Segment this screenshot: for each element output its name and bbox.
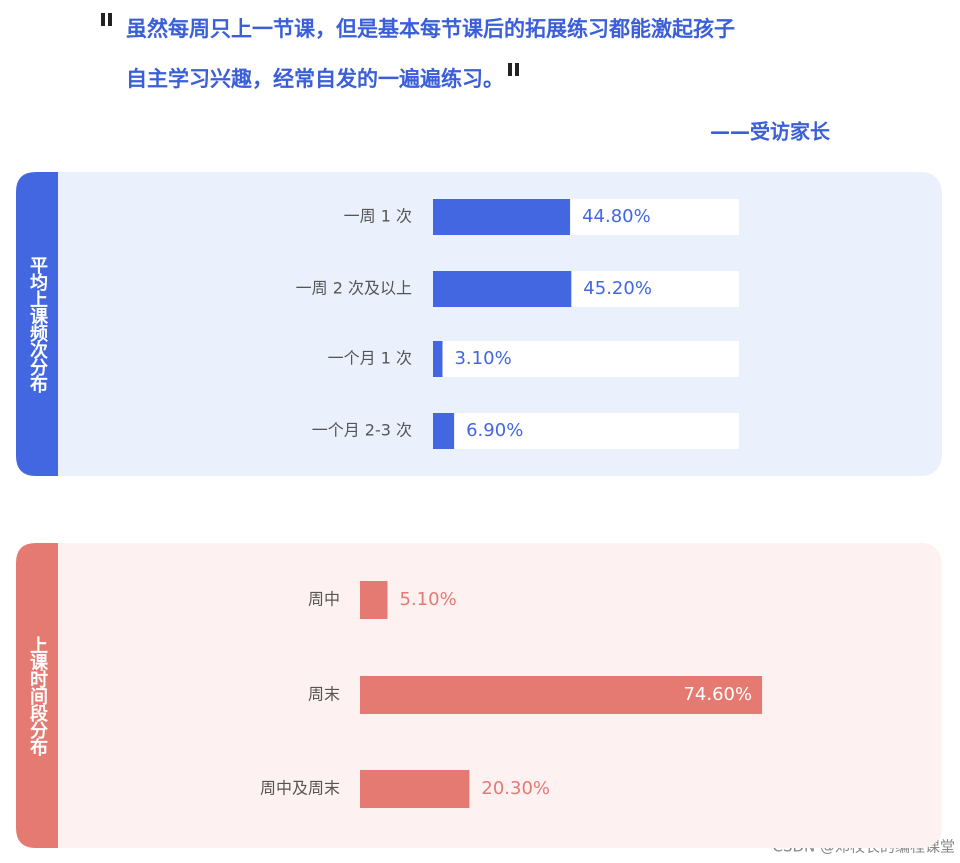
value-label: 74.60%: [683, 684, 752, 705]
quote-line: 自主学习兴趣，经常自发的一遍遍练习。: [126, 67, 504, 91]
bar-track: [433, 413, 739, 449]
quote-mark-open: [101, 13, 112, 26]
quote-mark-close: [508, 63, 519, 76]
panel-title: 平均上课频次分布: [27, 256, 48, 394]
panel-tab: [16, 172, 58, 476]
category-label: 周中及周末: [260, 779, 340, 798]
value-label: 5.10%: [399, 589, 456, 610]
panel-tab: [16, 543, 58, 848]
attribution: ——受访家长: [710, 120, 831, 144]
bar: [360, 770, 470, 808]
category-label: 周中: [308, 590, 340, 609]
category-label: 周末: [308, 685, 340, 704]
bar: [360, 581, 388, 619]
category-label: 一个月 2-3 次: [312, 421, 412, 440]
panel-title: 上课时间段分布: [27, 636, 48, 757]
bar: [433, 413, 455, 449]
value-label: 44.80%: [582, 206, 651, 227]
value-label: 3.10%: [454, 348, 511, 369]
bar: [433, 271, 572, 307]
value-label: 6.90%: [466, 420, 523, 441]
bar-track: [433, 341, 739, 377]
category-label: 一周 1 次: [344, 207, 412, 226]
category-label: 一周 2 次及以上: [296, 279, 412, 298]
quote-line: 虽然每周只上一节课，但是基本每节课后的拓展练习都能激起孩子: [126, 17, 735, 41]
value-label: 20.30%: [481, 778, 550, 799]
panel: [16, 172, 942, 476]
category-label: 一个月 1 次: [328, 349, 412, 368]
bar: [360, 676, 763, 714]
bar: [433, 199, 571, 235]
value-label: 45.20%: [583, 278, 652, 299]
bar: [433, 341, 443, 377]
